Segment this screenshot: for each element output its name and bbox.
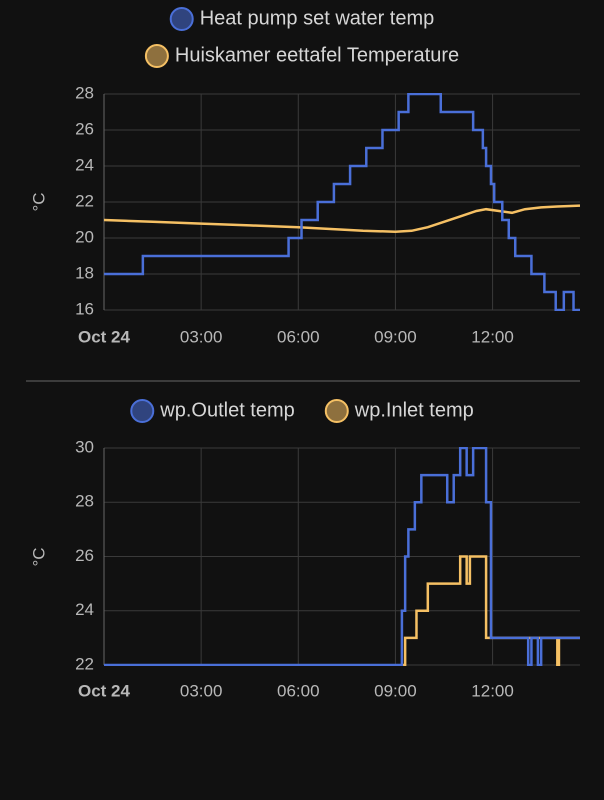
x-tick-label: 09:00: [374, 681, 417, 700]
legend-swatch: [144, 44, 169, 68]
legend-label: Heat pump set water temp: [200, 7, 435, 29]
y-tick-label: 24: [75, 155, 94, 174]
y-tick-label: 24: [75, 600, 94, 619]
y-tick-label: 28: [75, 492, 94, 511]
series-line: [104, 93, 580, 311]
y-tick-label: 26: [75, 119, 94, 138]
x-tick-label: 03:00: [180, 327, 223, 346]
legend: Huiskamer eettafel Temperature: [144, 44, 459, 68]
x-tick-label: Oct 24: [78, 681, 131, 700]
y-tick-label: 28: [75, 83, 94, 102]
y-axis-title: °C: [29, 192, 48, 211]
x-tick-label: 09:00: [374, 327, 417, 346]
series-line: [104, 447, 580, 666]
x-tick-label: 06:00: [277, 327, 320, 346]
series-line: [104, 204, 580, 233]
legend: wp.Outlet temp wp.Inlet temp: [130, 399, 474, 423]
legend-swatch: [324, 399, 349, 423]
x-tick-label: Oct 24: [78, 327, 131, 346]
y-tick-label: 30: [75, 437, 94, 456]
y-tick-label: 18: [75, 263, 94, 282]
legend-label: Huiskamer eettafel Temperature: [175, 44, 459, 66]
legend-swatch: [130, 399, 155, 423]
series-line: [401, 555, 580, 666]
y-tick-label: 20: [75, 227, 94, 246]
legend-label: wp.Outlet temp: [159, 399, 295, 421]
legend-swatch: [169, 7, 194, 31]
x-tick-label: 03:00: [180, 681, 223, 700]
x-tick-label: 12:00: [471, 327, 514, 346]
y-tick-label: 26: [75, 546, 94, 565]
x-tick-label: 12:00: [471, 681, 514, 700]
y-tick-label: 16: [75, 299, 94, 318]
legend-label: wp.Inlet temp: [354, 399, 474, 421]
y-tick-label: 22: [75, 654, 94, 673]
legend: Heat pump set water temp: [169, 7, 435, 31]
x-tick-label: 06:00: [277, 681, 320, 700]
y-tick-label: 22: [75, 191, 94, 210]
y-axis-title: °C: [29, 547, 48, 566]
